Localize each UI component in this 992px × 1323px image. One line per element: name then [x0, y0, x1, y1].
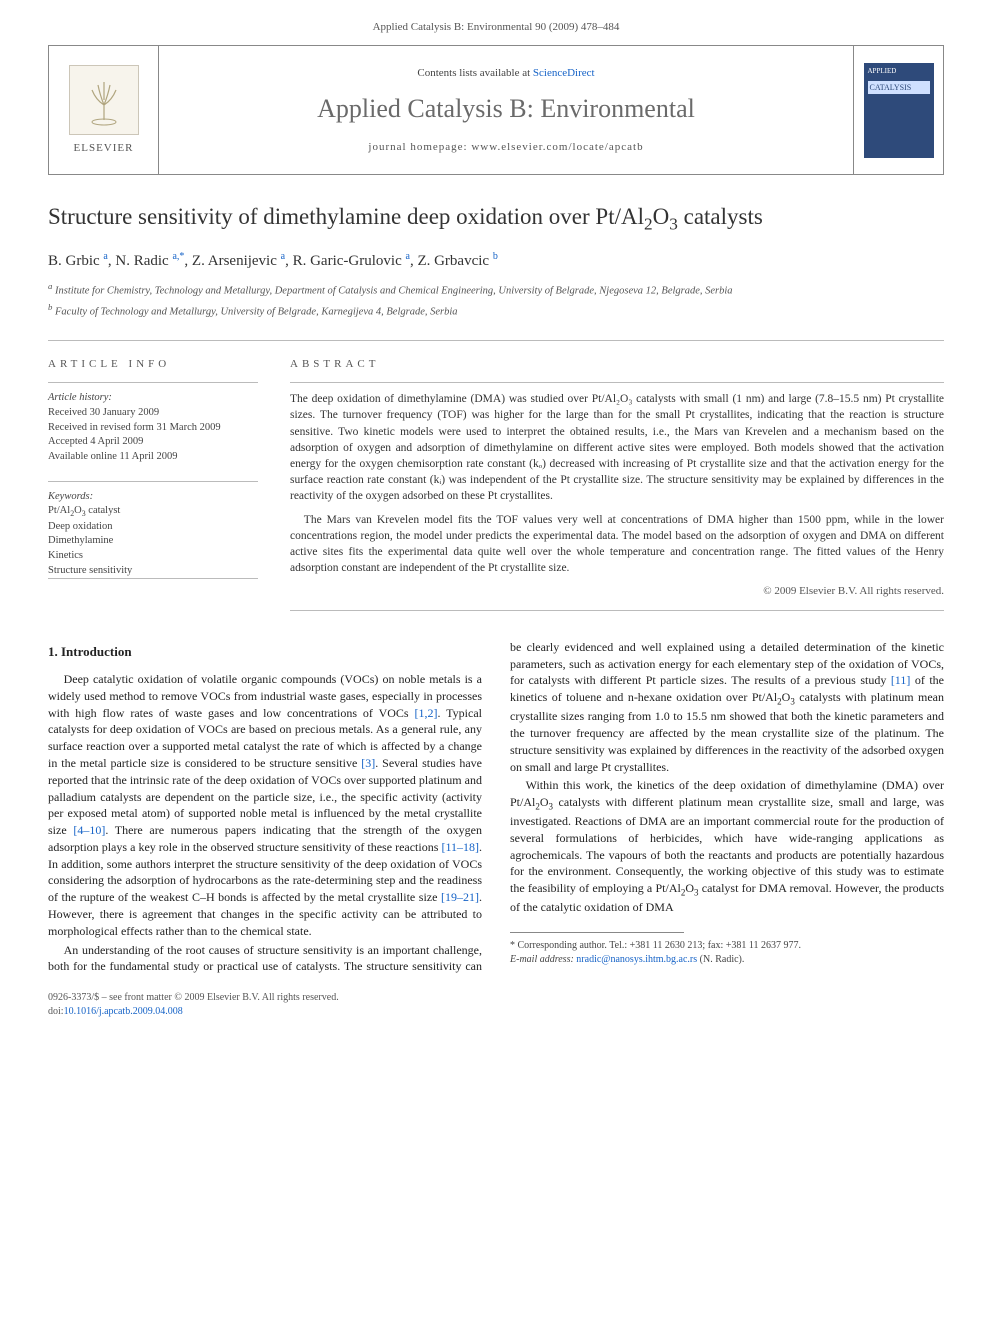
article-title-text: Structure sensitivity of dimethylamine d… [48, 204, 763, 229]
author-2-corr-link[interactable]: * [179, 253, 184, 269]
ref-link-3[interactable]: [3] [361, 756, 375, 770]
article-history: Article history: Received 30 January 200… [48, 391, 258, 464]
author-3-aff-link[interactable]: a [281, 253, 285, 269]
affiliations: a Institute for Chemistry, Technology an… [48, 280, 944, 320]
author-1-aff-link[interactable]: a [103, 253, 107, 269]
corresponding-email-link[interactable]: nradic@nanosys.ihtm.bg.ac.rs [576, 954, 697, 965]
journal-cover-thumb: APPLIED CATALYSIS [864, 63, 934, 158]
ref-link-11-18[interactable]: [11–18] [441, 840, 479, 854]
body-p3: Within this work, the kinetics of the de… [510, 777, 944, 916]
history-revised: Received in revised form 31 March 2009 [48, 422, 221, 433]
keyword-5: Structure sensitivity [48, 565, 132, 576]
journal-name: Applied Catalysis B: Environmental [317, 91, 695, 127]
footer-doi-link[interactable]: 10.1016/j.apcatb.2009.04.008 [64, 1006, 183, 1017]
footer-front-matter: 0926-3373/$ – see front matter © 2009 El… [48, 991, 944, 1005]
abstract-text: The deep oxidation of dimethylamine (DMA… [290, 391, 944, 576]
affiliation-b: b Faculty of Technology and Metallurgy, … [48, 301, 944, 320]
elsevier-tree-icon [69, 65, 139, 135]
cover-text-top: APPLIED [868, 67, 930, 77]
info-abstract-row: ARTICLE INFO Article history: Received 3… [48, 340, 944, 611]
journal-homepage: journal homepage: www.elsevier.com/locat… [368, 140, 643, 155]
contents-prefix: Contents lists available at [417, 67, 532, 79]
ref-link-1-2[interactable]: [1,2] [415, 706, 438, 720]
abstract-rule-bottom [290, 610, 944, 611]
author-5: Z. Grbavcic [417, 253, 489, 269]
abstract-copyright: © 2009 Elsevier B.V. All rights reserved… [290, 584, 944, 599]
info-rule-1 [48, 382, 258, 383]
journal-masthead: ELSEVIER Contents lists available at Sci… [48, 45, 944, 175]
keyword-1: Pt/Al2O3 catalyst [48, 505, 120, 516]
footer-doi-label: doi: [48, 1006, 64, 1017]
keyword-4: Kinetics [48, 550, 83, 561]
info-rule-2 [48, 481, 258, 482]
corresponding-email-suffix: (N. Radic). [700, 954, 745, 965]
abstract-rule-top [290, 382, 944, 383]
affiliation-a: a Institute for Chemistry, Technology an… [48, 280, 944, 299]
abstract-label: ABSTRACT [290, 357, 944, 372]
article-info-column: ARTICLE INFO Article history: Received 3… [48, 357, 258, 611]
author-1: B. Grbic [48, 253, 100, 269]
history-heading: Article history: [48, 392, 112, 403]
author-4-aff-link[interactable]: a [405, 253, 409, 269]
info-rule-3 [48, 578, 258, 579]
keywords-block: Keywords: Pt/Al2O3 catalyst Deep oxidati… [48, 490, 258, 579]
corresponding-author-note: * Corresponding author. Tel.: +381 11 26… [510, 939, 944, 967]
corresponding-line1: * Corresponding author. Tel.: +381 11 26… [510, 939, 944, 953]
affiliation-b-text: Faculty of Technology and Metallurgy, Un… [55, 306, 458, 317]
keywords-heading: Keywords: [48, 491, 93, 502]
history-online: Available online 11 April 2009 [48, 451, 177, 462]
ref-link-11[interactable]: [11] [891, 673, 911, 687]
masthead-center: Contents lists available at ScienceDirec… [159, 46, 853, 174]
contents-lists-line: Contents lists available at ScienceDirec… [417, 66, 594, 81]
authors-line: B. Grbic a, N. Radic a,*, Z. Arsenijevic… [48, 250, 944, 272]
affiliation-a-text: Institute for Chemistry, Technology and … [55, 285, 733, 296]
affiliation-b-label: b [48, 302, 52, 312]
article-title: Structure sensitivity of dimethylamine d… [48, 203, 944, 235]
footnote-separator [510, 932, 684, 933]
keyword-3: Dimethylamine [48, 535, 113, 546]
corresponding-email-label: E-mail address: [510, 954, 574, 965]
ref-link-4-10[interactable]: [4–10] [73, 823, 105, 837]
history-received: Received 30 January 2009 [48, 407, 159, 418]
body-p1: Deep catalytic oxidation of volatile org… [48, 671, 482, 940]
section-1-heading: 1. Introduction [48, 643, 482, 661]
abstract-column: ABSTRACT The deep oxidation of dimethyla… [290, 357, 944, 611]
publisher-block: ELSEVIER [49, 46, 159, 174]
body-two-column: 1. Introduction Deep catalytic oxidation… [48, 639, 944, 976]
page-footer: 0926-3373/$ – see front matter © 2009 El… [48, 991, 944, 1019]
author-3: Z. Arsenijevic [192, 253, 277, 269]
keyword-2: Deep oxidation [48, 521, 112, 532]
article-info-label: ARTICLE INFO [48, 357, 258, 372]
author-4: R. Garic-Grulovic [293, 253, 402, 269]
publisher-label: ELSEVIER [74, 141, 134, 156]
author-2: N. Radic [115, 253, 168, 269]
cover-text-title: CATALYSIS [868, 81, 930, 94]
cover-thumb-block: APPLIED CATALYSIS [853, 46, 943, 174]
sciencedirect-link[interactable]: ScienceDirect [533, 67, 595, 79]
history-accepted: Accepted 4 April 2009 [48, 436, 143, 447]
ref-link-19-21[interactable]: [19–21] [441, 890, 479, 904]
abstract-p2: The Mars van Krevelen model fits the TOF… [290, 512, 944, 576]
affiliation-a-label: a [48, 281, 52, 291]
abstract-p1: The deep oxidation of dimethylamine (DMA… [290, 391, 944, 504]
author-5-aff-link[interactable]: b [493, 253, 498, 269]
running-head: Applied Catalysis B: Environmental 90 (2… [48, 20, 944, 35]
